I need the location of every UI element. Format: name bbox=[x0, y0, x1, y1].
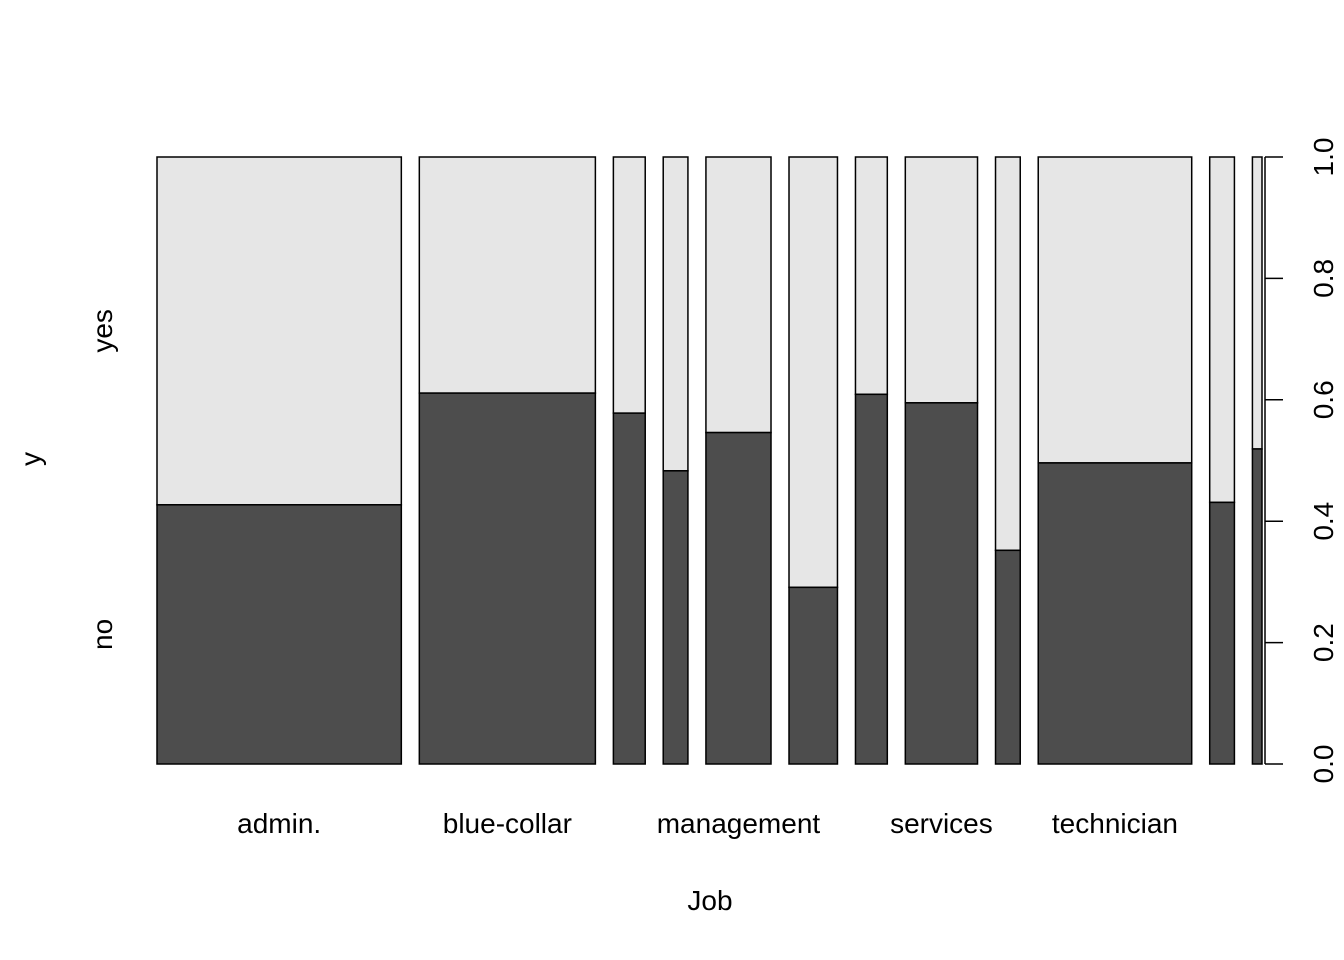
bar-no-8 bbox=[994, 549, 1021, 765]
bar-yes-8 bbox=[994, 156, 1021, 552]
x-tick-label: technician bbox=[1052, 808, 1178, 839]
bar-no-2 bbox=[612, 412, 646, 765]
x-tick-label: services bbox=[890, 808, 993, 839]
bar-no-3 bbox=[662, 470, 689, 765]
bar-yes-1 bbox=[418, 156, 597, 394]
bar-no-5 bbox=[788, 586, 839, 765]
bar-yes-0 bbox=[156, 156, 403, 506]
bar-yes-7 bbox=[904, 156, 979, 404]
y-axis-label: y bbox=[15, 452, 46, 466]
bar-no-6 bbox=[854, 393, 889, 765]
bar-no-11 bbox=[1251, 448, 1263, 765]
y-tick-label: 0.2 bbox=[1308, 623, 1339, 662]
bar-yes-2 bbox=[612, 156, 646, 414]
y-category-label: yes bbox=[87, 309, 118, 353]
bar-yes-9 bbox=[1037, 156, 1193, 464]
x-tick-label: management bbox=[657, 808, 821, 839]
y-tick-label: 0.4 bbox=[1308, 502, 1339, 541]
bar-no-4 bbox=[705, 431, 772, 765]
bar-yes-5 bbox=[788, 156, 839, 589]
right-y-axis: 0.0 0.2 0.4 0.6 0.8 1.0 bbox=[1264, 138, 1339, 784]
bars-layer bbox=[156, 156, 1263, 765]
bar-no-0 bbox=[156, 504, 403, 765]
y-category-label: no bbox=[87, 619, 118, 650]
bar-yes-6 bbox=[854, 156, 889, 396]
bar-no-10 bbox=[1208, 501, 1236, 765]
x-tick-label: admin. bbox=[237, 808, 321, 839]
y-tick-label: 0.0 bbox=[1308, 745, 1339, 784]
bar-yes-4 bbox=[705, 156, 772, 434]
y-tick-label: 0.8 bbox=[1308, 259, 1339, 298]
bar-yes-11 bbox=[1251, 156, 1263, 450]
x-axis-label: Job bbox=[687, 885, 732, 916]
y-tick-label: 1.0 bbox=[1308, 138, 1339, 177]
y-category-labels: no yes bbox=[87, 309, 118, 650]
x-tick-labels: admin. blue-collar management services techn… bbox=[237, 808, 1178, 839]
y-tick-label: 0.6 bbox=[1308, 380, 1339, 419]
bar-yes-10 bbox=[1208, 156, 1236, 504]
bar-no-9 bbox=[1037, 462, 1193, 765]
bar-yes-3 bbox=[662, 156, 689, 472]
bar-no-7 bbox=[904, 402, 979, 765]
bar-no-1 bbox=[418, 392, 597, 765]
x-tick-label: blue-collar bbox=[443, 808, 572, 839]
